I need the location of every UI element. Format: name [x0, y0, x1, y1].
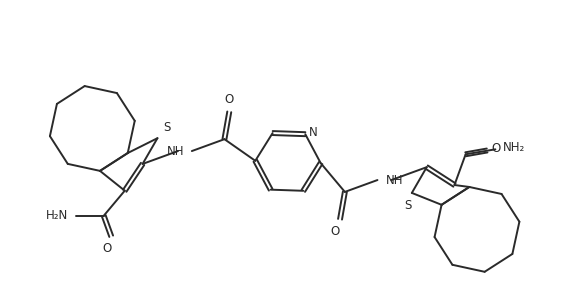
Text: N: N [310, 126, 318, 139]
Text: NH: NH [166, 145, 184, 157]
Text: O: O [331, 225, 340, 238]
Text: O: O [491, 142, 500, 155]
Text: NH₂: NH₂ [503, 141, 526, 154]
Text: S: S [404, 199, 412, 212]
Text: O: O [103, 242, 112, 255]
Text: NH: NH [385, 173, 403, 187]
Text: H₂N: H₂N [46, 209, 68, 222]
Text: O: O [225, 93, 234, 106]
Text: S: S [164, 121, 171, 134]
